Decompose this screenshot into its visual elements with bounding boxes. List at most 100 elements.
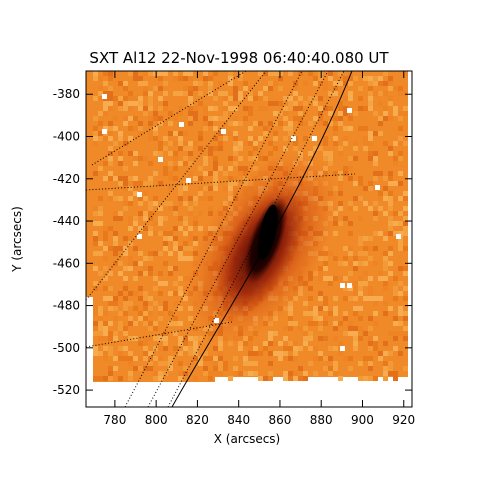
image-pixel (288, 101, 293, 106)
image-pixel (188, 146, 193, 151)
image-pixel (128, 226, 133, 231)
image-pixel (123, 116, 128, 121)
image-pixel (263, 346, 268, 351)
image-pixel (358, 181, 363, 186)
image-pixel (378, 271, 383, 276)
image-pixel (93, 351, 98, 356)
x-tick-label: 880 (310, 413, 333, 427)
image-pixel (118, 196, 123, 201)
image-pixel (163, 241, 168, 246)
image-pixel (398, 181, 403, 186)
image-pixel (198, 211, 203, 216)
image-pixel (173, 266, 178, 271)
image-pixel (133, 356, 138, 361)
image-pixel (93, 281, 98, 286)
image-pixel (103, 326, 108, 331)
image-pixel (118, 211, 123, 216)
image-pixel (183, 131, 188, 136)
image-pixel (133, 71, 138, 76)
image-pixel (328, 311, 333, 316)
image-pixel (343, 76, 348, 81)
image-pixel (393, 316, 398, 321)
image-pixel (198, 166, 203, 171)
image-pixel (123, 206, 128, 211)
image-pixel (148, 121, 153, 126)
image-pixel (403, 246, 408, 251)
image-pixel (373, 91, 378, 96)
image-pixel (338, 151, 343, 156)
image-pixel (398, 221, 403, 226)
image-pixel (148, 266, 153, 271)
image-pixel (338, 341, 343, 346)
image-pixel (198, 191, 203, 196)
image-pixel (148, 231, 153, 236)
image-pixel (153, 151, 158, 156)
image-pixel (178, 246, 183, 251)
image-pixel (108, 331, 113, 336)
image-pixel (378, 191, 383, 196)
image-pixel (293, 91, 298, 96)
image-pixel (93, 266, 98, 271)
image-pixel (123, 181, 128, 186)
image-pixel (128, 371, 133, 376)
image-pixel (323, 321, 328, 326)
image-pixel (288, 131, 293, 136)
image-pixel (358, 281, 363, 286)
image-pixel (158, 306, 163, 311)
image-pixel (393, 211, 398, 216)
image-pixel (328, 76, 333, 81)
image-pixel (218, 356, 223, 361)
image-pixel (233, 116, 238, 121)
image-pixel (173, 246, 178, 251)
image-pixel (93, 346, 98, 351)
image-pixel (383, 81, 388, 86)
image-pixel (263, 131, 268, 136)
image-pixel (113, 336, 118, 341)
image-pixel (263, 71, 268, 76)
image-pixel (143, 296, 148, 301)
image-pixel (308, 361, 313, 366)
image-pixel (388, 96, 393, 101)
image-pixel (323, 261, 328, 266)
saturated-pixel (347, 108, 352, 113)
image-pixel (248, 346, 253, 351)
image-pixel (333, 116, 338, 121)
image-pixel (143, 106, 148, 111)
image-pixel (188, 86, 193, 91)
image-pixel (333, 306, 338, 311)
image-pixel (153, 201, 158, 206)
image-pixel (98, 251, 103, 256)
image-pixel (238, 171, 243, 176)
image-pixel (153, 251, 158, 256)
image-pixel (203, 106, 208, 111)
image-pixel (163, 281, 168, 286)
image-pixel (293, 371, 298, 376)
image-pixel (388, 116, 393, 121)
image-pixel (103, 336, 108, 341)
x-tick-label: 920 (392, 413, 415, 427)
image-pixel (403, 216, 408, 221)
image-pixel (133, 126, 138, 131)
image-pixel (178, 376, 183, 381)
image-pixel (98, 76, 103, 81)
image-pixel (248, 91, 253, 96)
image-pixel (373, 161, 378, 166)
image-pixel (113, 366, 118, 371)
image-pixel (333, 336, 338, 341)
image-pixel (178, 306, 183, 311)
image-pixel (383, 196, 388, 201)
image-pixel (348, 356, 353, 361)
image-pixel (168, 266, 173, 271)
image-pixel (103, 351, 108, 356)
image-pixel (148, 91, 153, 96)
image-pixel (283, 146, 288, 151)
image-pixel (193, 196, 198, 201)
image-pixel (118, 181, 123, 186)
image-pixel (163, 306, 168, 311)
image-pixel (103, 266, 108, 271)
image-pixel (368, 106, 373, 111)
image-pixel (113, 231, 118, 236)
image-pixel (393, 291, 398, 296)
image-pixel (108, 161, 113, 166)
